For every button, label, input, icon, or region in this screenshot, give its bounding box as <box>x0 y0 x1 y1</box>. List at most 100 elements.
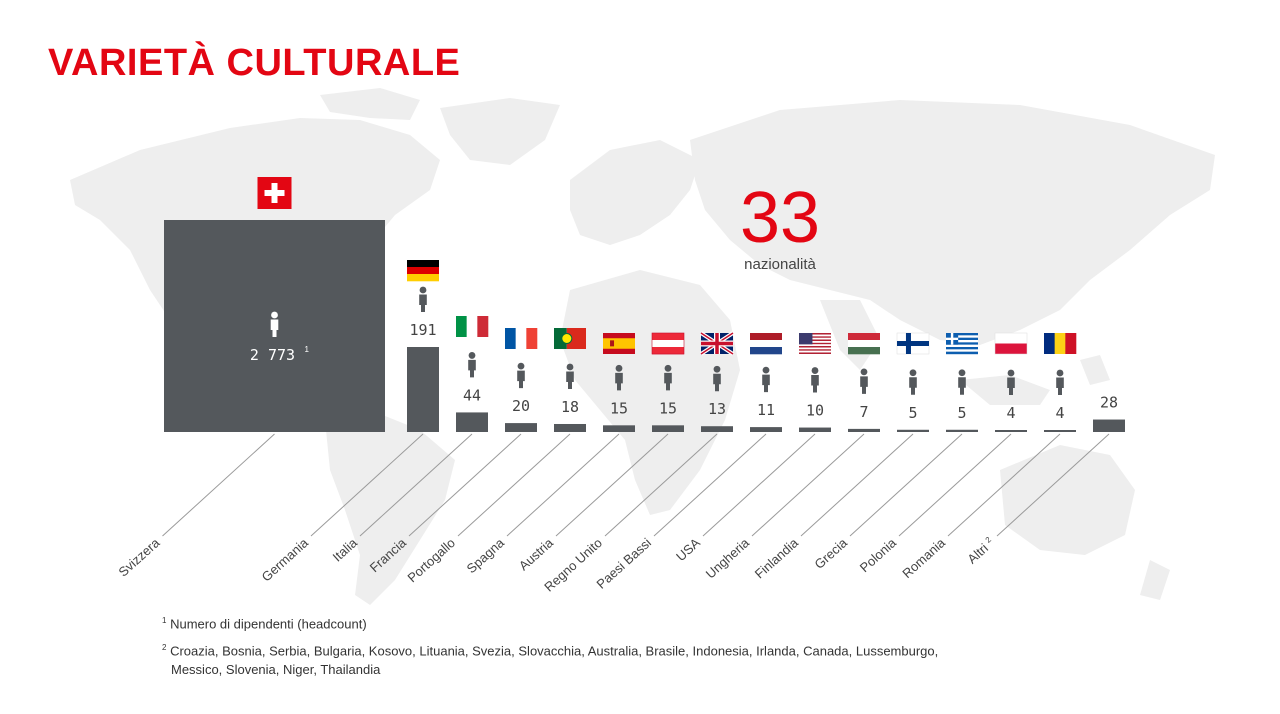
category-label-germania: Germania <box>259 535 312 585</box>
bar-italia <box>456 412 488 432</box>
portugal-flag-icon <box>554 328 586 349</box>
leader-line <box>162 433 275 537</box>
category-label-portogallo: Portogallo <box>404 535 458 585</box>
person-icon <box>860 368 868 394</box>
bar-finlandia <box>897 429 929 432</box>
person-icon <box>1056 369 1064 395</box>
bar-paesi-bassi <box>750 427 782 432</box>
person-icon <box>419 286 427 312</box>
value-label-footnote-marker: 1 <box>305 345 310 354</box>
nationalities-count: 33 <box>739 178 821 258</box>
value-label-grecia: 5 <box>957 404 966 422</box>
value-label-italia: 44 <box>463 386 481 404</box>
value-label-ungheria: 7 <box>859 403 868 421</box>
person-icon <box>566 363 574 389</box>
person-icon <box>762 366 770 393</box>
footnote-1: 1 Numero di dipendenti (headcount) <box>162 616 367 632</box>
finland-flag-icon <box>896 332 930 355</box>
greece-flag-icon <box>946 333 978 355</box>
category-label-finlandia: Finlandia <box>752 535 802 582</box>
usa-flag-icon <box>799 333 831 354</box>
value-label-finlandia: 5 <box>908 404 917 422</box>
uk-flag-icon <box>699 331 735 356</box>
spain-flag-icon <box>603 333 635 354</box>
leader-line <box>702 433 816 537</box>
category-label-usa: USA <box>673 535 703 564</box>
person-icon <box>517 362 525 389</box>
footnotes: 1 Numero di dipendenti (headcount) 2 Cro… <box>162 612 938 685</box>
value-label-polonia: 4 <box>1006 404 1015 422</box>
value-label-regno-unito: 13 <box>708 400 726 418</box>
leader-line <box>996 433 1110 537</box>
austria-flag-icon <box>651 332 685 355</box>
value-label-romania: 4 <box>1055 404 1064 422</box>
category-label-altri: Altri 2 <box>964 535 997 567</box>
value-label-altri: 28 <box>1100 394 1118 412</box>
leader-line <box>898 433 1012 537</box>
bar-portogallo <box>554 423 586 432</box>
bar-austria <box>652 425 684 432</box>
leader-line <box>947 433 1061 537</box>
poland-flag-icon <box>994 332 1028 355</box>
leader-line <box>800 433 914 537</box>
person-icon <box>664 364 672 391</box>
bar-regno-unito <box>701 426 733 432</box>
italy-flag-icon <box>456 316 489 337</box>
hungary-flag-icon <box>848 333 880 355</box>
value-label-spagna: 15 <box>610 399 628 417</box>
leader-line <box>457 433 571 537</box>
bar-grecia <box>946 429 978 432</box>
value-label-portogallo: 18 <box>561 398 579 416</box>
category-label-svizzera: Svizzera <box>115 535 163 580</box>
value-label-paesi-bassi: 11 <box>757 401 775 419</box>
bar-germania <box>407 347 439 432</box>
leader-line <box>849 433 963 537</box>
nationalities-label: nazionalità <box>744 256 816 273</box>
category-label-ungheria: Ungheria <box>703 535 753 582</box>
category-label-romania: Romania <box>899 535 948 581</box>
value-label-svizzera: 2 773 <box>250 346 295 364</box>
category-label-austria: Austria <box>516 535 557 574</box>
bar-polonia <box>995 430 1027 432</box>
leader-line <box>555 433 669 537</box>
category-label-italia: Italia <box>330 535 361 565</box>
category-label-spagna: Spagna <box>464 535 508 577</box>
bar-altri <box>1093 419 1125 432</box>
category-label-polonia: Polonia <box>857 535 900 576</box>
person-icon <box>468 352 476 378</box>
bar-ungheria <box>848 428 880 432</box>
leader-line <box>604 433 718 537</box>
category-label-paesi-bassi: Paesi Bassi <box>593 535 654 592</box>
bar-spagna <box>603 425 635 432</box>
bar-francia <box>505 423 537 432</box>
germany-flag-icon <box>407 260 439 282</box>
person-icon <box>909 369 917 395</box>
leader-line <box>408 433 522 537</box>
leader-line <box>751 433 865 537</box>
footnote-2: 2 Croazia, Bosnia, Serbia, Bulgaria, Kos… <box>162 643 939 677</box>
person-icon <box>958 369 966 395</box>
value-label-germania: 191 <box>409 321 436 339</box>
category-label-grecia: Grecia <box>812 535 851 572</box>
person-icon <box>811 367 819 393</box>
bar-romania <box>1044 430 1076 432</box>
leader-line <box>310 433 424 537</box>
value-label-usa: 10 <box>806 402 824 420</box>
netherlands-flag-icon <box>750 333 782 355</box>
person-icon <box>1007 369 1015 395</box>
value-label-francia: 20 <box>512 397 530 415</box>
romania-flag-icon <box>1044 333 1077 354</box>
france-flag-icon <box>505 328 538 349</box>
category-label-francia: Francia <box>367 535 410 576</box>
leader-line <box>359 433 473 537</box>
person-icon <box>615 364 623 391</box>
page-title: VARIETÀ CULTURALE <box>48 42 461 84</box>
person-icon <box>713 365 721 392</box>
leader-line <box>653 433 767 537</box>
switzerland-flag-icon <box>257 177 292 209</box>
value-label-austria: 15 <box>659 399 677 417</box>
leader-line <box>506 433 620 537</box>
